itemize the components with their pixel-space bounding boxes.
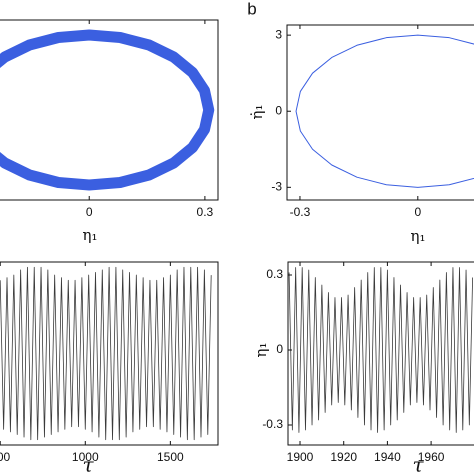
x-axis-label: τ — [82, 453, 94, 474]
x-tick-label: 1900 — [287, 450, 314, 464]
axes-box — [286, 24, 474, 201]
axes-box — [0, 261, 219, 446]
panel-label: b — [247, 0, 256, 18]
x-tick-label: 1960 — [418, 450, 445, 464]
y-tick-label: 3 — [275, 27, 282, 41]
y-tick-label: 0 — [275, 103, 282, 117]
y-tick-label: -0.3 — [262, 417, 283, 431]
x-axis-label: τ — [412, 453, 424, 474]
y-tick-label: -3 — [271, 179, 282, 193]
x-tick-label: -0.3 — [290, 205, 311, 219]
y-tick-label: 0 — [276, 342, 283, 356]
axes-box — [0, 19, 219, 201]
y-axis-label: η₁ — [252, 343, 270, 358]
x-tick-label: 1500 — [157, 450, 184, 464]
x-tick-label: 1920 — [330, 450, 357, 464]
x-axis-label: η₁ — [411, 227, 426, 245]
axes-box — [287, 261, 474, 446]
x-axis-label: η₁ — [83, 226, 98, 244]
data-line — [0, 266, 212, 441]
x-tick-label: 0.3 — [197, 205, 214, 219]
x-tick-label: 500 — [0, 450, 11, 464]
data-line — [0, 29, 215, 191]
y-tick-label: 0.3 — [266, 267, 283, 281]
x-tick-label: 1940 — [374, 450, 401, 464]
data-line — [288, 267, 474, 433]
x-tick-label: 1000 — [72, 450, 99, 464]
x-tick-label: 0 — [414, 205, 421, 219]
y-axis-label: η̇₁ — [248, 105, 266, 120]
x-tick-label: 0 — [86, 205, 93, 219]
data-line — [295, 34, 474, 188]
